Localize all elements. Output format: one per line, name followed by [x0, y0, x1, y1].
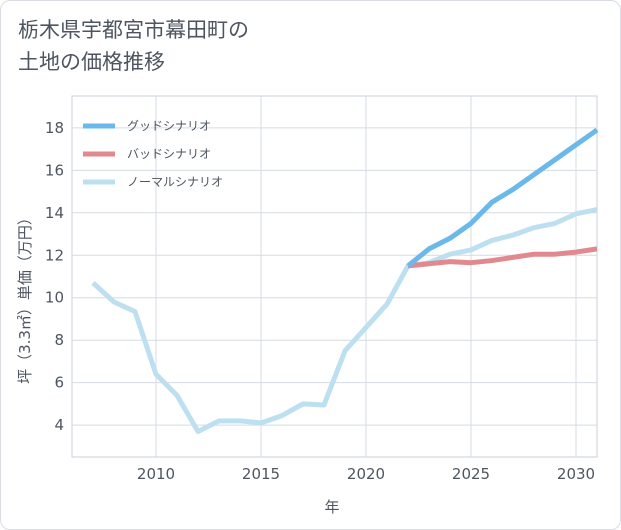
plot-area [71, 95, 598, 458]
legend-label-normal: ノーマルシナリオ [127, 175, 223, 189]
series-group [91, 127, 599, 435]
y-tick-label: 12 [45, 246, 64, 264]
x-tick-label: 2025 [452, 465, 490, 483]
y-tick-label: 6 [54, 374, 64, 392]
chart-title-line2: 土地の価格推移 [18, 50, 165, 74]
x-tick-label: 2020 [347, 465, 385, 483]
series-line-good [406, 127, 599, 268]
x-tick-label: 2030 [557, 465, 595, 483]
x-axis-label: 年 [324, 498, 339, 516]
tick-labels: 4 6 8 10 12 14 16 18 2010 2015 2020 2025 2030 [45, 119, 595, 483]
y-tick-label: 4 [54, 416, 64, 434]
y-tick-label: 16 [45, 161, 64, 179]
y-axis-label: 坪（3.3㎡）単価（万円） [16, 210, 34, 384]
legend-label-bad: バッドシナリオ [127, 147, 211, 161]
y-tick-label: 10 [45, 289, 64, 307]
series-line-normal [91, 207, 598, 435]
grid-lines [72, 96, 597, 457]
x-tick-label: 2015 [242, 465, 280, 483]
series-line-bad [407, 246, 598, 269]
chart-title-line1: 栃木県宇都宮市幕田町の [18, 18, 249, 42]
y-tick-label: 8 [54, 331, 64, 349]
legend-label-good: グッドシナリオ [127, 119, 211, 133]
chart-title: 栃木県宇都宮市幕田町の 土地の価格推移 [18, 14, 418, 78]
y-tick-label: 18 [45, 119, 64, 137]
legend: グッドシナリオ バッドシナリオ ノーマルシナリオ [83, 119, 223, 189]
y-tick-label: 14 [45, 204, 64, 222]
x-tick-label: 2010 [137, 465, 175, 483]
